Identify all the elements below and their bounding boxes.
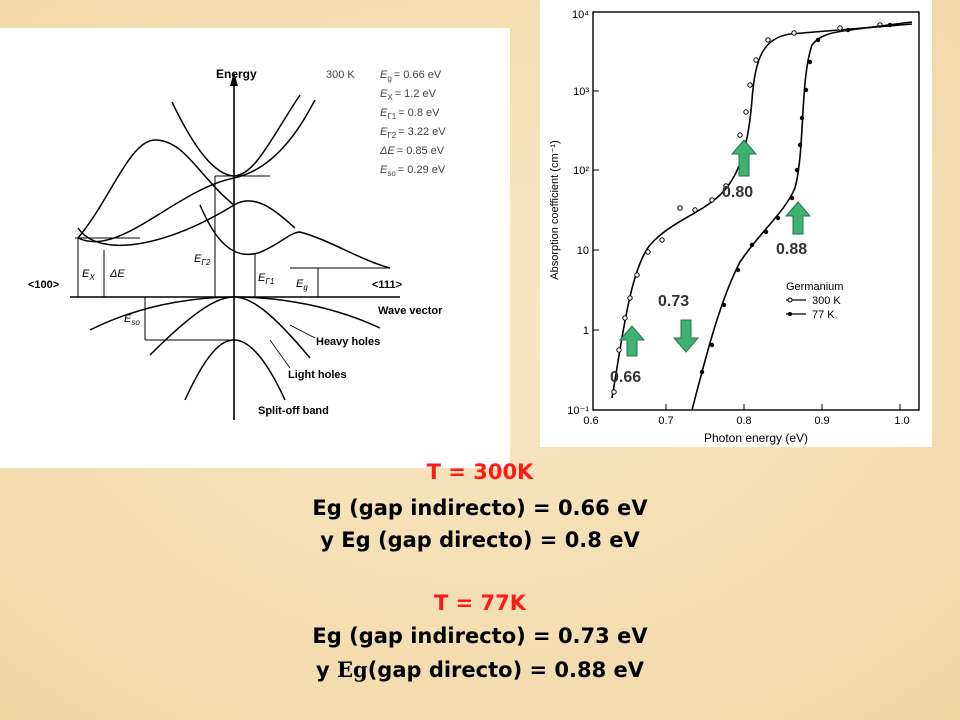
plot-frame (592, 11, 920, 411)
light-holes-label: Light holes (288, 369, 347, 381)
lower-band-left (77, 200, 296, 247)
param-egamma1: EΓ1 = 0.8 eV (380, 107, 440, 121)
svg-text:0.7: 0.7 (658, 415, 673, 427)
svg-text:0.6: 0.6 (583, 415, 598, 427)
curve-300k (611, 23, 913, 399)
heavy-holes-label: Heavy holes (316, 336, 380, 348)
temperature-label: 300 K (326, 69, 355, 81)
energy-label: Energy (216, 67, 257, 81)
param-eg: Eg = 0.66 eV (380, 69, 442, 83)
marker-labels: 0.66 0.73 0.80 0.88 (610, 184, 807, 386)
wave-vector-label: Wave vector (378, 305, 443, 317)
light-hole-band (149, 296, 311, 359)
param-ex: EX = 1.2 eV (380, 88, 437, 102)
svg-text:10³: 10³ (573, 86, 589, 98)
band-structure-diagram: Energy <100> <111> Wave vector EX ΔE EΓ2… (0, 28, 510, 468)
caption-t300: T = 300K (426, 460, 534, 484)
axis-ticks (593, 11, 901, 411)
svg-text:10: 10 (577, 245, 589, 257)
arrow-up-080-icon (730, 139, 758, 177)
param-egamma2: EΓ2 = 3.22 eV (380, 126, 446, 140)
caption-t77: T = 77K (433, 591, 527, 615)
absorption-plot-svg: 10⁻¹ 1 10 10² 10³ 10⁴ 0.6 0.7 0.8 0.9 1.… (549, 9, 920, 445)
gamma-lower-valley (199, 204, 391, 269)
caption-line2: y Eg (gap directo) = 0.8 eV (320, 528, 640, 552)
energy-axis-arrow (230, 72, 238, 86)
legend-77k-marker (788, 312, 792, 316)
caption-line4: y Eg(gap directo) = 0.88 eV (315, 657, 645, 682)
caption-line1: Eg (gap indirecto) = 0.66 eV (312, 496, 648, 520)
arrow-up-088-icon (784, 201, 812, 235)
y-tick-labels: 10⁻¹ 1 10 10² 10³ 10⁴ (567, 9, 589, 417)
eg-label: Eg (296, 278, 308, 292)
svg-text:10⁴: 10⁴ (572, 9, 589, 21)
heavy-holes-pointer (289, 324, 316, 339)
svg-text:0.9: 0.9 (814, 415, 829, 427)
svg-text:10⁻¹: 10⁻¹ (567, 405, 589, 417)
upper-band-left (77, 139, 235, 239)
gamma-upper-valley (171, 94, 301, 177)
dir-111-label: <111> (372, 279, 402, 291)
svg-text:0.8: 0.8 (736, 415, 751, 427)
marker-label-088: 0.88 (776, 241, 807, 258)
svg-text:10²: 10² (573, 165, 589, 177)
de-label: ΔE (109, 268, 125, 280)
param-eso: Eso = 0.29 eV (380, 164, 446, 178)
egamma1-label: EΓ1 (258, 272, 274, 286)
marker-label-073: 0.73 (658, 293, 689, 310)
svg-text:1: 1 (583, 325, 589, 337)
egamma2-label: EΓ2 (194, 253, 211, 267)
x-tick-labels: 0.6 0.7 0.8 0.9 1.0 (583, 415, 909, 427)
points-300k (611, 22, 883, 395)
split-off-curve (184, 339, 286, 401)
ex-label: EX (82, 268, 95, 282)
light-holes-pointer (269, 339, 291, 369)
legend-77k-label: 77 K (812, 309, 835, 321)
arrow-markers (618, 139, 812, 357)
parameter-list: Eg = 0.66 eV EX = 1.2 eV EΓ1 = 0.8 eV EΓ2 = … (379, 69, 446, 178)
arrow-down-073-icon (672, 319, 700, 353)
absorption-plot: 10⁻¹ 1 10 10² 10³ 10⁴ 0.6 0.7 0.8 0.9 1.… (540, 0, 932, 447)
split-off-label: Split-off band (258, 405, 329, 417)
y-axis-label: Absorption coefficient (cm⁻¹) (549, 140, 561, 280)
legend-title: Germanium (786, 281, 843, 293)
marker-label-080: 0.80 (722, 184, 753, 201)
eso-label: Eso (124, 313, 140, 327)
band-structure-svg: Energy <100> <111> Wave vector EX ΔE EΓ2… (28, 67, 446, 420)
legend-300k-marker (787, 297, 793, 303)
dir-100-label: <100> (28, 279, 59, 291)
mid-band-curve (77, 99, 316, 243)
points-77k (699, 22, 893, 375)
svg-text:1.0: 1.0 (894, 415, 909, 427)
x-axis-label: Photon energy (eV) (704, 431, 808, 445)
marker-label-066: 0.66 (610, 369, 641, 386)
legend-300k-label: 300 K (812, 295, 841, 307)
param-delta-e: ΔE = 0.85 eV (379, 145, 445, 157)
caption-line3: Eg (gap indirecto) = 0.73 eV (312, 624, 648, 648)
arrow-up-066-icon (618, 325, 646, 357)
